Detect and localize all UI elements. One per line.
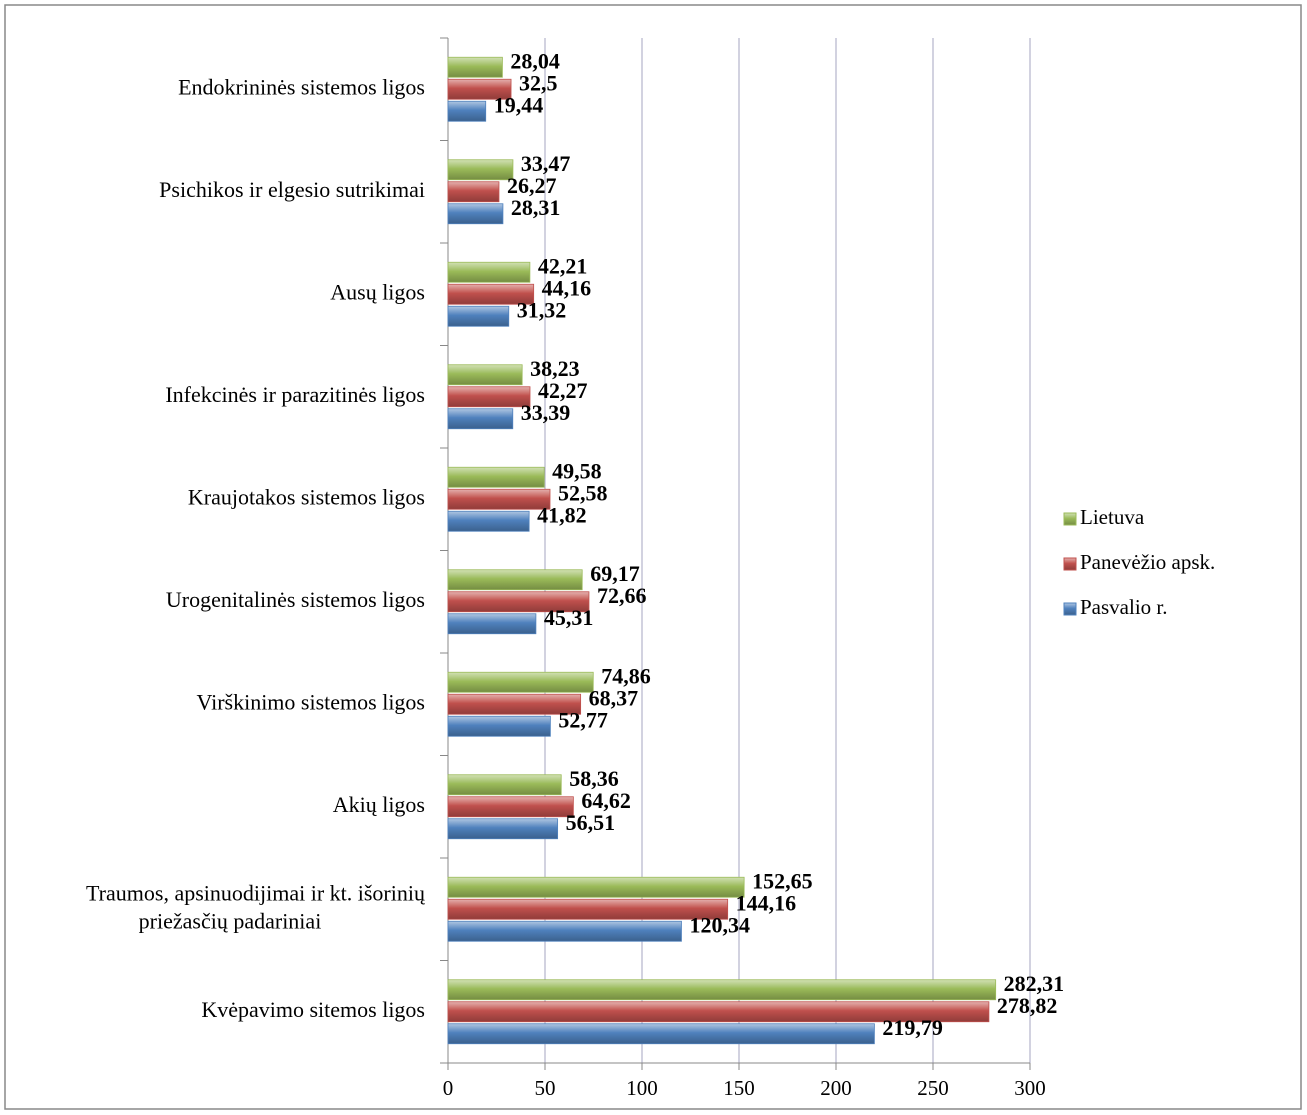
value-label: 49,58 [552,458,602,483]
y-tick-label: Akių ligos [333,792,425,817]
legend-swatch [1063,512,1077,526]
x-tick-label: 100 [626,1076,658,1100]
value-label: 144,16 [736,890,797,915]
value-label: 41,82 [537,502,587,527]
x-tick-label: 150 [723,1076,755,1100]
value-label: 282,31 [1004,971,1065,996]
value-label: 38,23 [530,356,580,381]
bar [447,671,594,693]
value-label: 28,31 [511,195,561,220]
bar [447,203,504,225]
value-label: 68,37 [589,685,639,710]
y-tick-label: Psichikos ir elgesio sutrikimai [159,177,425,202]
value-label: 33,39 [521,400,571,425]
x-tick-label: 300 [1014,1076,1046,1100]
value-label: 31,32 [517,297,567,322]
legend-label: Pasvalio r. [1080,595,1168,619]
bar [447,693,582,715]
value-label: 219,79 [882,1015,943,1040]
y-tick-label: Kvėpavimo sitemos ligos [201,997,425,1022]
bar [447,818,559,840]
bar [447,774,562,796]
bar [447,979,997,1001]
bar [447,466,545,488]
y-tick-label: Urogenitalinės sistemos ligos [166,587,425,612]
y-tick-label: Ausų ligos [330,279,425,304]
bar [447,408,514,430]
bar [447,364,523,386]
bar [447,305,510,327]
x-tick-label: 50 [535,1076,556,1100]
value-label: 42,21 [538,253,588,278]
bar [447,510,530,532]
value-label: 42,27 [538,378,588,403]
value-label: 52,77 [558,707,608,732]
y-tick-label: Kraujotakos sistemos ligos [188,484,425,509]
bar [447,569,583,591]
bar [447,796,574,818]
y-tick-label: Infekcinės ir parazitinės ligos [165,382,425,407]
value-label: 45,31 [544,605,594,630]
value-label: 52,58 [558,480,608,505]
legend-swatch [1063,602,1077,616]
bar [447,715,551,737]
bar [447,159,514,181]
value-label: 44,16 [542,275,592,300]
x-tick-label: 200 [820,1076,852,1100]
value-label: 64,62 [581,788,631,813]
x-tick-label: 0 [443,1076,454,1100]
value-label: 72,66 [597,583,647,608]
value-label: 74,86 [601,663,651,688]
bar [447,181,500,203]
value-label: 33,47 [521,151,571,176]
legend-label: Lietuva [1080,505,1145,529]
y-tick-label: Endokrininės sistemos ligos [178,74,425,99]
value-label: 56,51 [566,810,616,835]
bar [447,56,503,78]
bar [447,386,531,408]
bar [447,591,590,613]
legend-label: Panevėžio apsk. [1080,550,1215,574]
bar [447,1023,875,1045]
value-label: 152,65 [752,868,813,893]
bar [447,261,531,283]
bar [447,1001,990,1023]
value-label: 28,04 [510,48,559,73]
bar [447,920,682,942]
bar [447,488,551,510]
bar [447,876,745,898]
value-label: 120,34 [689,912,750,937]
value-label: 278,82 [997,993,1058,1018]
bar [447,78,512,100]
value-label: 69,17 [590,561,640,586]
value-label: 32,5 [519,70,558,95]
bar [447,898,729,920]
x-tick-label: 250 [917,1076,949,1100]
value-label: 58,36 [569,766,619,791]
value-label: 26,27 [507,173,557,198]
bar [447,613,537,635]
legend-swatch [1063,557,1077,571]
bar [447,283,535,305]
value-label: 19,44 [494,92,544,117]
bar [447,100,487,122]
y-tick-label: Traumos, apsinuodijimai ir kt. išorinių p… [86,880,426,933]
y-tick-label: Virškinimo sistemos ligos [197,689,425,714]
